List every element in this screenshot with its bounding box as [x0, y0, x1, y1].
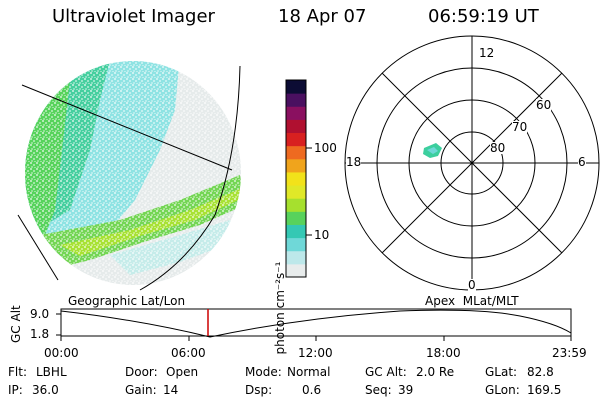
status-value-glon: 169.5	[527, 383, 562, 397]
lat-label-80: 80	[490, 141, 506, 155]
status-value-dsp: 0.6	[302, 383, 322, 397]
colorbar-cell	[286, 93, 306, 107]
apex-label: Apex MLat/MLT	[425, 294, 519, 308]
mlt-label-18: 18	[346, 155, 362, 169]
instrument-title: Ultraviolet Imager	[52, 6, 215, 27]
timeline-ytick-9: 9.0	[30, 307, 50, 321]
timeline-ylabel: GC Alt	[9, 305, 23, 343]
mlt-label-0: 0	[468, 278, 476, 292]
colorbar-cell	[286, 132, 306, 147]
status-label-gcalt: GC Alt:	[365, 365, 407, 379]
colorbar-cells	[286, 80, 306, 278]
status-label-door: Door:	[125, 365, 158, 379]
status-label-seq: Seq:	[365, 383, 392, 397]
status-label-dsp: Dsp:	[245, 383, 273, 397]
status-value-gain: 14	[163, 383, 179, 397]
colorbar-tick-100: 100	[314, 141, 337, 155]
lat-label-60: 60	[536, 98, 552, 112]
colorbar-cell	[286, 80, 306, 94]
polar-aurora-blob	[423, 143, 442, 158]
polar-ring-60	[376, 67, 568, 259]
colorbar-tick-10: 10	[314, 228, 330, 242]
colorbar-cell	[286, 106, 306, 120]
colorbar-cell	[286, 145, 306, 160]
timeline-xtick-1800: 18:00	[426, 346, 461, 360]
status-value-ip: 36.0	[32, 383, 59, 397]
geographic-label: Geographic Lat/Lon	[68, 294, 186, 308]
colorbar-label: photon cm⁻²s⁻¹	[273, 261, 287, 355]
status-label-ip: IP:	[8, 383, 23, 397]
colorbar-cell	[286, 237, 306, 252]
altitude-curve	[60, 309, 572, 338]
mlt-label-12: 12	[479, 46, 495, 60]
colorbar-cell	[286, 263, 306, 278]
mlt-label-6: 6	[578, 155, 586, 169]
colorbar-cell	[286, 158, 306, 173]
timeline-ytick-1-8: 1.8	[30, 327, 50, 341]
status-label-glat: GLat:	[485, 365, 518, 379]
status-label-flt: Flt:	[8, 365, 27, 379]
colorbar-cell	[286, 119, 306, 134]
date-label: 18 Apr 07	[278, 6, 367, 27]
colorbar-cell	[286, 224, 306, 239]
timeline-xtick-0600: 06:00	[171, 346, 206, 360]
status-label-glon: GLon:	[485, 383, 520, 397]
polar-ring-50	[344, 35, 600, 291]
lat-label-70: 70	[512, 120, 528, 134]
status-value-flt: LBHL	[36, 365, 67, 379]
status-value-glat: 82.8	[527, 365, 554, 379]
colorbar-cell	[286, 171, 306, 186]
timeline-xtick-1200: 12:00	[298, 346, 333, 360]
colorbar-cell	[286, 250, 306, 265]
colorbar-cell	[286, 185, 306, 199]
image-disc	[25, 61, 241, 285]
status-value-mode: Normal	[287, 365, 331, 379]
timeline-xtick-0000: 00:00	[44, 346, 79, 360]
polar-ring-70	[408, 99, 536, 227]
time-label: 06:59:19 UT	[428, 6, 539, 27]
colorbar-cell	[286, 211, 306, 225]
timeline-xtick-2359: 23:59	[552, 346, 587, 360]
status-value-seq: 39	[398, 383, 414, 397]
status-label-gain: Gain:	[125, 383, 157, 397]
status-label-mode: Mode:	[245, 365, 282, 379]
colorbar-cell	[286, 198, 306, 212]
status-value-door: Open	[166, 365, 199, 379]
status-value-gcalt: 2.0 Re	[416, 365, 455, 379]
